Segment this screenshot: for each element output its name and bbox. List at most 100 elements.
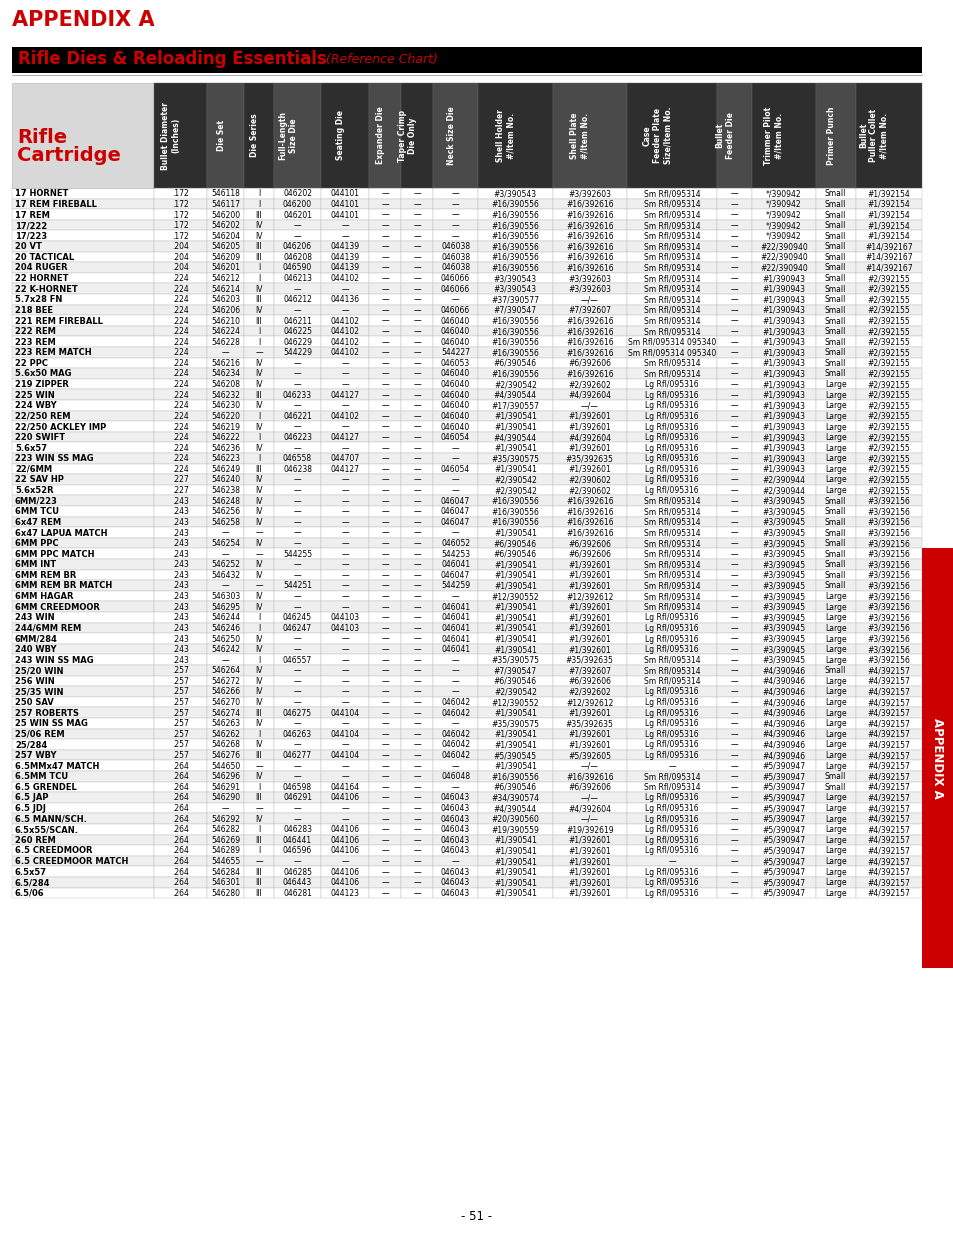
Bar xyxy=(369,537,400,548)
Text: Large: Large xyxy=(824,454,845,463)
Text: #2/392155: #2/392155 xyxy=(866,454,909,463)
Text: IV: IV xyxy=(255,380,262,389)
Bar xyxy=(207,655,244,664)
Text: —: — xyxy=(294,517,301,527)
Text: —: — xyxy=(254,762,262,771)
Text: 546228: 546228 xyxy=(212,337,240,347)
Text: —: — xyxy=(730,337,738,347)
Bar xyxy=(244,368,274,379)
Bar xyxy=(751,718,815,729)
Bar xyxy=(717,655,751,664)
Text: #19/392619: #19/392619 xyxy=(565,825,613,835)
Text: #6/392606: #6/392606 xyxy=(568,550,611,558)
Text: #1/390541: #1/390541 xyxy=(494,582,537,590)
Bar xyxy=(321,580,369,590)
Text: Sm Rfl/095314: Sm Rfl/095314 xyxy=(643,529,700,537)
Bar xyxy=(815,262,855,273)
Text: —: — xyxy=(294,529,301,537)
Text: 544255: 544255 xyxy=(283,550,312,558)
Text: Sm Rfl/095314: Sm Rfl/095314 xyxy=(643,221,700,230)
Text: 044106: 044106 xyxy=(331,878,359,887)
Text: —: — xyxy=(341,645,349,655)
Text: —: — xyxy=(294,772,301,782)
Bar xyxy=(751,315,815,326)
Text: #35/390575: #35/390575 xyxy=(491,454,538,463)
Text: —: — xyxy=(413,635,420,643)
Bar xyxy=(400,835,433,845)
Text: #3/392156: #3/392156 xyxy=(866,540,909,548)
Bar xyxy=(477,845,552,856)
Bar xyxy=(207,410,244,421)
Bar xyxy=(274,358,321,368)
Text: .264: .264 xyxy=(172,794,189,803)
Text: .172: .172 xyxy=(172,189,189,199)
Bar xyxy=(717,792,751,803)
Text: Lg Rfl/095316: Lg Rfl/095316 xyxy=(645,804,699,813)
Text: —: — xyxy=(381,645,389,655)
Bar xyxy=(751,655,815,664)
Bar xyxy=(626,590,717,601)
Text: —: — xyxy=(730,210,738,220)
Text: Large: Large xyxy=(824,401,845,410)
Text: Small: Small xyxy=(824,582,845,590)
Bar xyxy=(207,740,244,750)
Text: 6.5x57: 6.5x57 xyxy=(15,868,47,877)
Text: III: III xyxy=(255,794,262,803)
Text: 046040: 046040 xyxy=(440,412,470,421)
Bar xyxy=(626,750,717,761)
Bar xyxy=(400,252,433,262)
Bar xyxy=(244,506,274,516)
Text: Sm Rfl/095314: Sm Rfl/095314 xyxy=(643,582,700,590)
Bar xyxy=(717,283,751,294)
Text: #3/390945: #3/390945 xyxy=(761,624,804,632)
Text: .243: .243 xyxy=(172,635,189,643)
Bar xyxy=(321,516,369,527)
Bar xyxy=(400,622,433,634)
Text: —: — xyxy=(294,306,301,315)
Bar xyxy=(855,283,921,294)
Bar xyxy=(855,548,921,559)
Text: #16/390556: #16/390556 xyxy=(491,232,538,241)
Bar xyxy=(369,241,400,252)
Bar xyxy=(552,708,626,718)
Text: 225 WIN: 225 WIN xyxy=(15,390,54,400)
Text: .224: .224 xyxy=(172,327,189,336)
Text: —: — xyxy=(413,380,420,389)
Text: —: — xyxy=(730,825,738,835)
Text: Sm Rfl/095314: Sm Rfl/095314 xyxy=(643,561,700,569)
Text: Neck Size Die: Neck Size Die xyxy=(446,106,456,165)
Text: —: — xyxy=(452,232,459,241)
Bar xyxy=(12,824,153,835)
Text: #3/390543: #3/390543 xyxy=(494,189,537,199)
Bar xyxy=(626,803,717,814)
Bar xyxy=(207,569,244,580)
Bar xyxy=(717,294,751,305)
Bar xyxy=(321,824,369,835)
Bar xyxy=(207,421,244,432)
Text: Sm Rfl/095314 095340: Sm Rfl/095314 095340 xyxy=(627,337,716,347)
Text: —: — xyxy=(730,253,738,262)
Bar xyxy=(717,548,751,559)
Bar xyxy=(477,231,552,241)
Text: —: — xyxy=(381,688,389,697)
Text: Small: Small xyxy=(824,561,845,569)
Bar xyxy=(207,231,244,241)
Bar xyxy=(369,601,400,613)
Text: Large: Large xyxy=(824,656,845,664)
Bar xyxy=(369,697,400,708)
Text: #6/392606: #6/392606 xyxy=(568,783,611,792)
Bar xyxy=(274,262,321,273)
Text: #1/390541: #1/390541 xyxy=(494,836,537,845)
Bar xyxy=(400,867,433,877)
Text: —: — xyxy=(381,242,389,251)
Text: Lg Rfl/095316: Lg Rfl/095316 xyxy=(645,878,699,887)
Bar xyxy=(207,718,244,729)
Bar xyxy=(477,241,552,252)
Text: #5/390545: #5/390545 xyxy=(494,751,537,760)
Text: #6/390546: #6/390546 xyxy=(494,540,537,548)
Text: 22/250 REM: 22/250 REM xyxy=(15,412,71,421)
Text: #3/392156: #3/392156 xyxy=(866,496,909,505)
Text: —: — xyxy=(730,232,738,241)
Text: —: — xyxy=(413,232,420,241)
Bar xyxy=(244,231,274,241)
